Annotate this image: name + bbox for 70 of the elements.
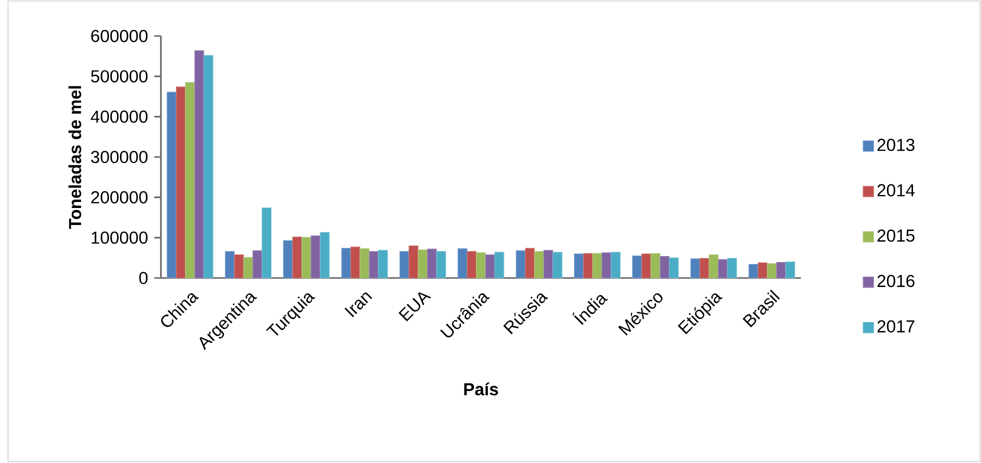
bar — [668, 258, 679, 278]
bar — [320, 232, 330, 278]
bar — [399, 251, 410, 278]
bar — [378, 250, 388, 278]
bar — [224, 251, 235, 278]
bar — [690, 258, 700, 278]
y-tick-label: 400000 — [90, 110, 148, 123]
bar — [292, 236, 302, 278]
bar — [436, 251, 446, 278]
bar — [592, 253, 602, 278]
bar — [466, 251, 477, 278]
bar — [516, 250, 526, 278]
bar — [700, 258, 710, 278]
bar — [341, 248, 352, 278]
legend-label: 2016 — [878, 274, 914, 288]
bar — [610, 252, 621, 278]
bar — [534, 251, 544, 278]
bar — [660, 256, 670, 278]
legend-label: 2013 — [878, 138, 914, 152]
bar — [776, 262, 786, 278]
y-axis-title: Toneladas de mel — [68, 86, 82, 229]
bar — [727, 258, 737, 278]
y-tick-label: 300000 — [91, 150, 148, 164]
bar — [360, 248, 370, 278]
bar — [408, 245, 418, 278]
bar — [543, 250, 554, 278]
bar — [525, 248, 535, 278]
bar — [368, 251, 379, 278]
legend-label: 2017 — [878, 320, 914, 333]
bar — [458, 248, 468, 278]
bar — [766, 263, 777, 278]
bar — [302, 236, 312, 278]
y-tick-label: 100000 — [92, 232, 148, 244]
bar — [583, 253, 593, 278]
bar — [243, 257, 254, 278]
y-tick-label: 0 — [139, 272, 148, 284]
bar — [176, 86, 186, 278]
x-tick-label: Iran — [344, 292, 372, 318]
bar — [574, 254, 584, 278]
y-tick-label: 600000 — [91, 30, 148, 42]
bar — [427, 248, 437, 278]
bar — [234, 254, 244, 278]
bar — [418, 249, 428, 278]
bar — [552, 252, 562, 278]
bar — [485, 254, 495, 278]
bar — [262, 208, 272, 278]
bar — [204, 55, 214, 278]
bar — [632, 256, 642, 278]
y-tick-label: 500000 — [91, 70, 148, 82]
x-axis-title: País — [464, 382, 498, 396]
bar — [166, 92, 176, 278]
bar — [494, 252, 504, 278]
bar — [641, 254, 652, 278]
y-tick-label: 200000 — [91, 191, 148, 204]
bar — [785, 262, 796, 278]
bar — [185, 82, 195, 278]
bar — [708, 254, 719, 278]
legend-label: 2015 — [878, 229, 914, 242]
bar — [650, 253, 660, 278]
bar — [310, 235, 320, 278]
legend-label: 2014 — [878, 184, 915, 196]
bar — [758, 262, 768, 278]
bar — [194, 50, 204, 278]
bar — [252, 250, 262, 278]
bar — [476, 252, 486, 278]
bar — [602, 252, 612, 278]
bar — [350, 246, 360, 278]
bar — [718, 259, 728, 278]
bar — [283, 240, 293, 278]
bar — [748, 264, 758, 278]
